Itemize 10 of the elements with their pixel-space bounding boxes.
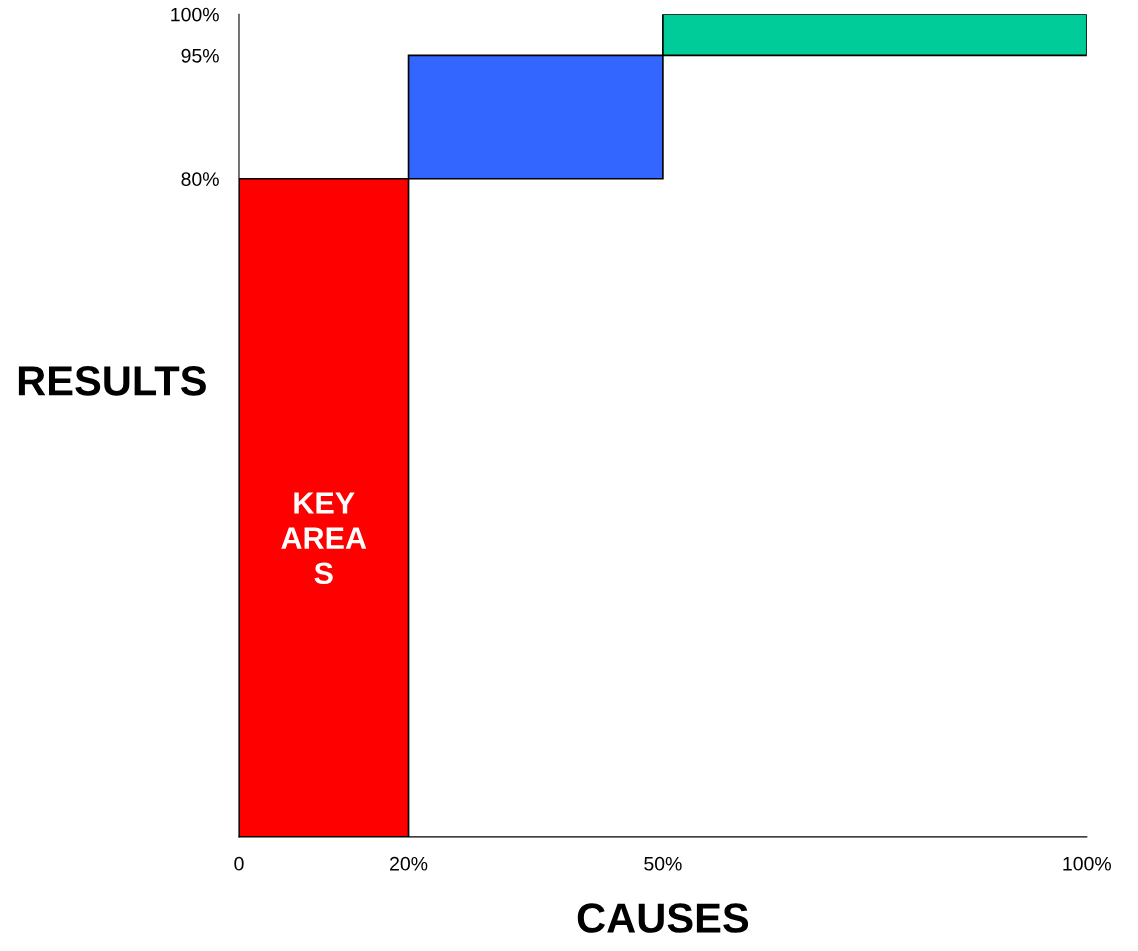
y-axis-title: RESULTS bbox=[18, 366, 206, 396]
x-tick-label: 50% bbox=[644, 856, 682, 871]
y-tick-label: 80% bbox=[181, 172, 219, 187]
x-tick-label: 100% bbox=[1063, 856, 1111, 871]
y-tick-label: 95% bbox=[181, 48, 219, 63]
x-tick-label: 20% bbox=[390, 856, 428, 871]
y-tick-label: 100% bbox=[171, 7, 219, 22]
x-tick-label: 0 bbox=[234, 856, 244, 871]
x-axis-title: CAUSES bbox=[577, 903, 749, 933]
annotation: KEY AREA S bbox=[281, 492, 367, 585]
